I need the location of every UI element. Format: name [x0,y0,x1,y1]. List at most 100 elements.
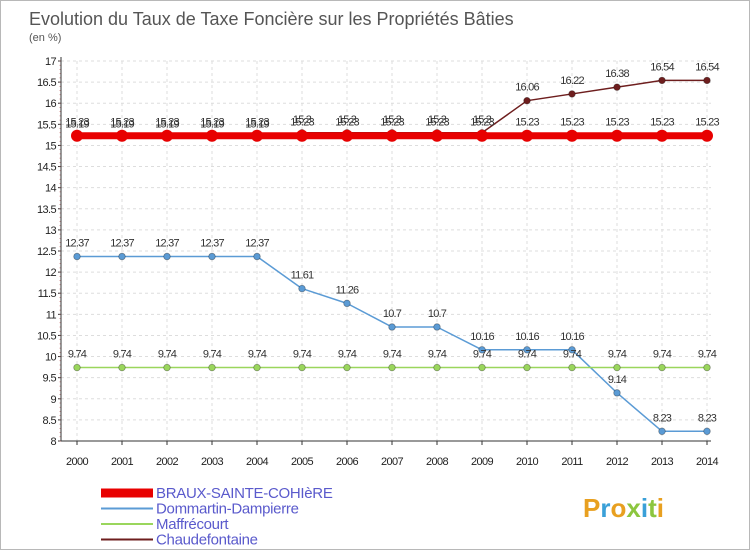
data-point-2013 [658,76,666,85]
data-point-2008 [431,129,443,142]
data-point-2001 [118,252,126,261]
data-label-2005: 11.61 [291,270,314,282]
data-label-2001: 15.19 [110,118,134,130]
data-label-2001: 12.37 [110,237,134,249]
data-label-2010: 15.23 [515,117,539,129]
y-tick-label-1: 8.5 [43,415,57,427]
data-point-2009 [478,363,486,372]
y-tick-label-8: 12 [45,267,57,279]
data-label-2004: 9.74 [248,349,267,361]
data-label-2009: 15.3 [473,114,492,126]
data-label-2004: 12.37 [245,237,269,249]
data-point-2013 [658,363,666,372]
data-label-2013: 16.54 [650,61,674,73]
data-point-2004 [253,363,261,372]
data-point-2012 [613,363,621,372]
data-label-2014: 16.54 [695,61,719,73]
y-tick-label-5: 10.5 [37,330,56,342]
series-layer: 15.19 15.19 15.19 15.19 15.19 15.3 15.3 15.3 15.… [65,61,720,435]
data-label-2006: 15.23 [335,117,359,129]
data-label-2009: 15.23 [470,117,494,129]
data-point-2013 [658,427,666,435]
data-point-2014 [703,427,711,435]
data-label-2003: 15.19 [200,118,224,130]
data-point-2010 [523,346,531,354]
data-label-2014: 9.74 [698,349,717,361]
chart-subtitle: (en %) [29,32,61,44]
data-label-2007: 15.3 [383,114,402,126]
data-point-2008 [433,363,441,372]
data-point-2010 [523,363,531,372]
data-point-2013 [656,129,668,142]
x-tick-label-2001: 2001 [111,456,134,468]
x-tick-label-2012: 2012 [606,456,629,468]
data-label-2003: 12.37 [200,237,224,249]
data-label-2005: 9.74 [293,349,312,361]
x-tick-label-2013: 2013 [651,456,674,468]
logo-letter: t [648,493,657,523]
y-tick-label-18: 17 [45,56,57,68]
data-label-2007: 15.23 [380,117,404,129]
legend-entry-3: Chaudefontaine [156,532,258,549]
data-point-2000 [73,363,81,372]
data-label-2013: 8.23 [653,412,672,424]
grid [61,60,711,442]
data-label-2003: 15.23 [200,117,224,129]
data-label-2000: 9.74 [68,349,87,361]
series-maffr-court: 9.74 9.74 9.74 9.74 9.74 9.74 9.74 9.74 9.74 9.74… [68,349,718,372]
x-tick-label-2007: 2007 [381,456,404,468]
y-tick-label-6: 11 [46,309,57,321]
x-tick-label-2005: 2005 [291,456,314,468]
data-point-2002 [163,363,171,372]
x-tick-label-2009: 2009 [471,456,494,468]
data-label-2011: 16.22 [560,75,584,87]
data-label-2010: 9.74 [518,349,537,361]
data-point-2009 [476,129,488,142]
data-point-2012 [611,129,623,142]
data-label-2013: 9.74 [653,349,672,361]
legend-entry-1: Dommartin-Dampierre [156,501,299,518]
data-point-2014 [701,129,713,142]
data-label-2012: 9.14 [608,374,627,386]
data-point-2011 [568,90,576,98]
data-label-2012: 15.23 [605,117,629,129]
data-label-2000: 12.37 [65,237,89,249]
data-point-2012 [613,389,621,397]
data-label-2011: 15.23 [560,117,584,129]
data-point-2006 [343,363,351,372]
series-dommartin-dampierre: 12.37 12.37 12.37 12.37 12.37 11.61 11.26 10.7 1… [65,237,718,435]
data-point-2011 [566,129,578,142]
data-label-2008: 15.3 [428,114,447,126]
logo-letter: x [626,493,641,523]
data-label-2011: 9.74 [563,349,582,361]
data-point-2001 [116,129,128,142]
data-point-2000 [73,252,81,261]
data-point-2011 [568,346,576,354]
legend-entry-2: Maffrécourt [156,516,229,533]
data-label-2004: 15.19 [245,118,269,130]
y-tick-label-12: 14 [45,183,57,195]
x-tick-label-2008: 2008 [426,456,449,468]
y-tick-label-17: 16.5 [37,77,56,89]
logo-letter: P [583,493,600,523]
data-label-2003: 9.74 [203,349,222,361]
x-tick-label-2002: 2002 [156,456,179,468]
axes: 8 8.5 9 9.5 10 10.5 11 11.5 12 12.5 13 13.5 14 14.5 15… [37,56,719,468]
data-point-2009 [478,346,486,354]
data-label-2008: 15.23 [425,117,449,129]
data-point-2003 [208,363,216,372]
x-tick-label-2014: 2014 [696,456,719,468]
data-point-2014 [703,76,711,85]
data-label-2002: 15.19 [155,118,179,130]
y-tick-label-7: 11.5 [38,288,57,300]
y-tick-label-2: 9 [50,394,56,406]
data-point-2011 [568,363,576,372]
x-tick-label-2000: 2000 [66,456,89,468]
y-tick-label-0: 8 [50,436,56,448]
data-point-2002 [161,129,173,142]
data-label-2005: 15.23 [290,117,314,129]
y-tick-label-16: 16 [45,98,57,110]
x-tick-label-2003: 2003 [201,456,224,468]
x-tick-label-2006: 2006 [336,456,359,468]
